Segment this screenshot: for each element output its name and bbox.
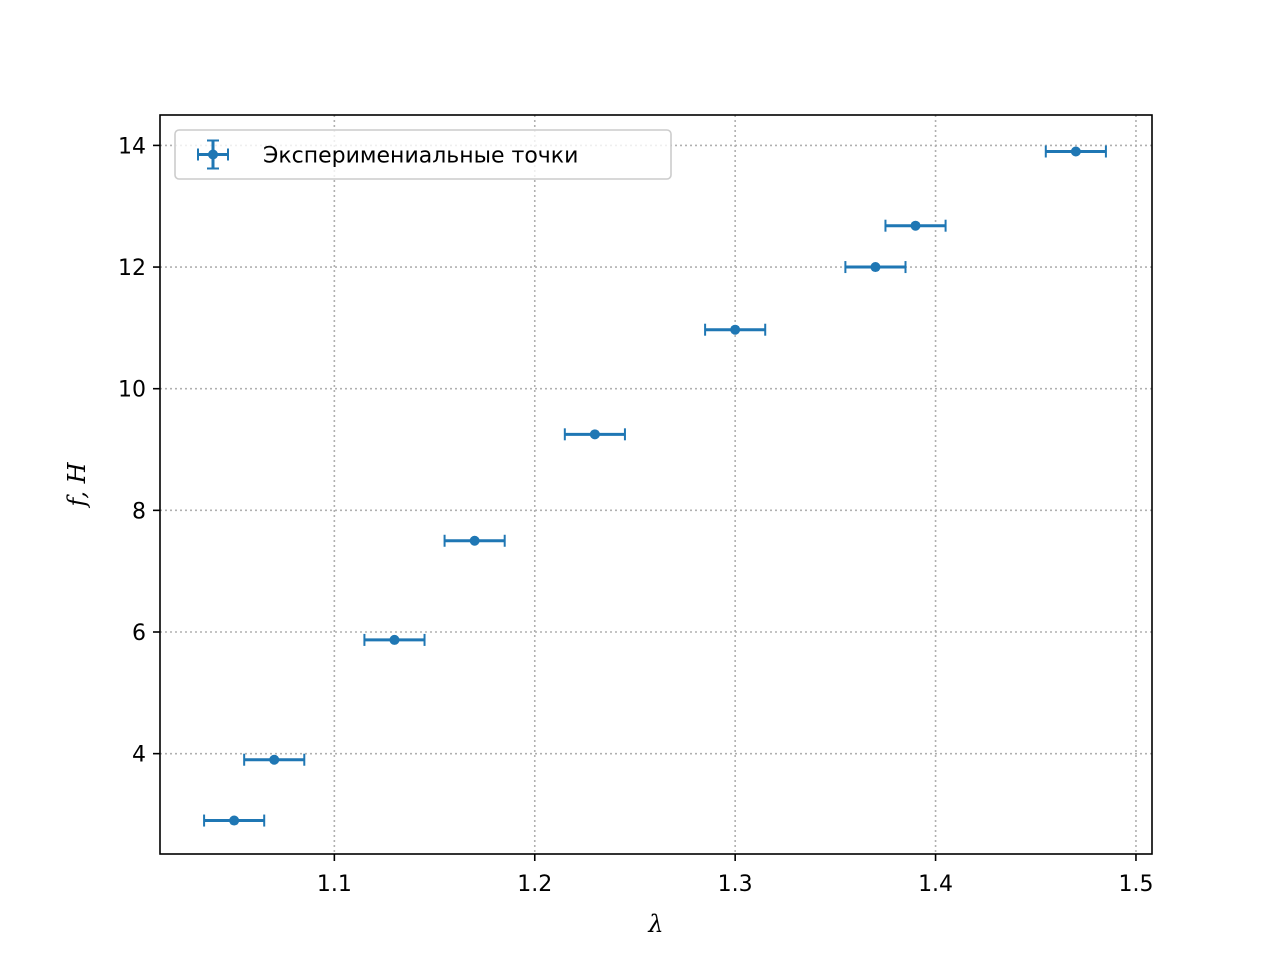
data-point (730, 324, 741, 335)
data-point-group (844, 261, 907, 274)
x-tick-label: 1.5 (1118, 872, 1153, 897)
y-tick-label: 12 (118, 256, 146, 281)
legend-marker (197, 139, 229, 170)
data-point-group (443, 534, 506, 547)
data-point-group (884, 219, 947, 232)
data-point (589, 429, 600, 440)
y-tick-label: 4 (132, 743, 146, 768)
data-point (229, 815, 240, 826)
data-point-group (243, 753, 306, 766)
data-point-group (203, 814, 266, 827)
y-tick-label: 14 (118, 134, 146, 159)
y-tick-label: 6 (132, 621, 146, 646)
data-point (389, 634, 400, 645)
data-point (910, 220, 921, 231)
data-series (203, 145, 1107, 827)
y-axis-label: f, H (63, 461, 91, 508)
y-tick-label: 8 (132, 499, 146, 524)
x-tick-label: 1.4 (918, 872, 953, 897)
data-point-group (1044, 145, 1107, 158)
data-point-group (704, 323, 767, 336)
axis-ticks: 1.1 1.2 1.3 1.4 1.5 4 6 8 10 12 14 (118, 134, 1153, 897)
data-point (870, 262, 881, 273)
legend: Эксперимениальные точки (174, 129, 672, 180)
legend-label: Эксперимениальные точки (263, 144, 578, 169)
legend-point (208, 149, 218, 160)
x-axis-label: λ (647, 910, 663, 938)
axes-frame (159, 114, 1153, 855)
x-tick-label: 1.1 (317, 872, 352, 897)
data-point (469, 535, 480, 546)
data-point-group (563, 428, 626, 441)
data-point (1070, 146, 1081, 157)
x-tick-label: 1.2 (517, 872, 552, 897)
legend-box (174, 129, 672, 180)
x-tick-label: 1.3 (718, 872, 753, 897)
y-tick-label: 10 (118, 378, 146, 403)
data-point (269, 754, 280, 765)
data-point-group (363, 633, 426, 646)
